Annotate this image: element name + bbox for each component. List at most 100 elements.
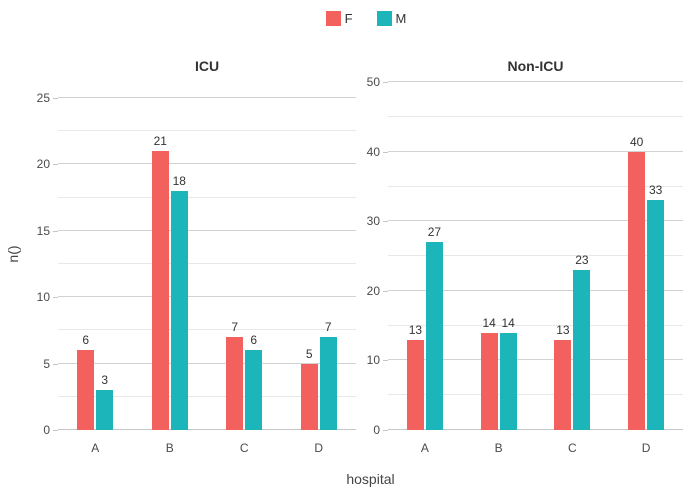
gridline-major (58, 163, 356, 165)
legend-item-f[interactable]: F (325, 11, 353, 26)
gridline-major (388, 289, 683, 291)
bar-value-label: 5 (305, 346, 313, 361)
bar-m-d (647, 200, 665, 430)
gridline-major (58, 362, 356, 364)
bar-value-label: 6 (82, 333, 90, 348)
y-tick-label: 15 (36, 223, 50, 238)
y-tick-label: 20 (366, 283, 380, 298)
x-tick-label: B (165, 441, 174, 455)
y-tick-label: 0 (373, 423, 380, 437)
gridline-minor (58, 196, 356, 198)
gridline-minor (388, 115, 683, 117)
x-tick-label: B (494, 441, 503, 455)
y-tick-mark (53, 164, 58, 166)
facet-title-non-icu: Non-ICU (507, 58, 564, 74)
bar-f-d (300, 363, 318, 430)
y-tick-label: 20 (36, 157, 50, 172)
bar-value-label: 3 (101, 373, 109, 388)
x-axis-line (388, 429, 683, 430)
gridline-minor (388, 185, 683, 187)
bar-value-label: 14 (482, 315, 496, 330)
legend-label-m: M (395, 11, 407, 26)
x-tick-label: A (91, 441, 100, 455)
bar-f-a (77, 350, 95, 430)
bar-value-label: 27 (427, 225, 442, 240)
y-tick-mark (53, 97, 58, 99)
bar-f-b (151, 151, 169, 430)
x-tick-label: D (314, 441, 324, 455)
plot-panel-non-icu: 13 27 14 14 13 23 40 33 (388, 78, 683, 430)
y-tick-label: 5 (43, 356, 50, 371)
bar-f-a (406, 339, 424, 430)
bar-value-label: 23 (575, 253, 589, 267)
gridline-minor (58, 130, 356, 132)
bar-value-label: 13 (556, 322, 570, 337)
y-tick-mark (383, 360, 388, 362)
gridline-major (388, 81, 683, 83)
x-axis-title: hospital (346, 471, 395, 487)
legend: F M (0, 11, 700, 26)
y-tick-label: 25 (36, 90, 50, 105)
bar-m-a (425, 242, 443, 430)
y-tick-mark (383, 290, 388, 292)
y-tick-mark (53, 430, 58, 431)
y-axis-title: n() (5, 245, 21, 263)
gridline-major (388, 220, 683, 222)
y-tick-mark (383, 430, 388, 431)
bar-f-c (226, 337, 244, 430)
bar-m-b (499, 332, 517, 430)
gridline-minor (58, 329, 356, 331)
y-tick-mark (383, 151, 388, 153)
bar-m-c (245, 350, 263, 430)
bar-m-b (170, 190, 188, 430)
x-tick-label: C (239, 441, 249, 455)
x-tick-label: A (420, 441, 429, 455)
legend-swatch-f-icon (325, 11, 341, 26)
y-tick-mark (53, 363, 58, 365)
bar-m-c (573, 270, 591, 430)
y-tick-label: 0 (43, 423, 50, 437)
gridline-minor (388, 394, 683, 396)
bar-value-label: 6 (250, 333, 258, 348)
bar-m-a (96, 390, 114, 430)
gridline-major (58, 96, 356, 98)
gridline-major (58, 296, 356, 298)
gridline-minor (58, 395, 356, 397)
x-tick-label: D (641, 441, 651, 455)
legend-swatch-m-icon (376, 11, 392, 26)
y-tick-label: 40 (366, 144, 380, 159)
y-tick-mark (53, 230, 58, 232)
bar-value-label: 21 (153, 134, 167, 149)
gridline-major (388, 359, 683, 361)
gridline-minor (58, 262, 356, 264)
bar-value-label: 7 (324, 320, 332, 335)
bar-f-c (554, 339, 572, 430)
plot-panel-icu: 6 3 21 18 7 6 5 7 (58, 78, 356, 430)
bar-f-d (628, 151, 646, 430)
y-tick-label: 10 (366, 353, 380, 368)
x-tick-label: C (568, 441, 577, 455)
bar-value-label: 40 (629, 134, 644, 149)
bar-value-label: 13 (408, 322, 423, 337)
y-tick-mark (383, 221, 388, 223)
y-tick-label: 50 (366, 75, 380, 90)
y-tick-mark (383, 82, 388, 84)
facet-title-icu: ICU (194, 58, 220, 74)
bar-value-label: 14 (501, 315, 515, 330)
x-axis-line (58, 429, 356, 430)
gridline-minor (388, 255, 683, 257)
gridline-minor (388, 324, 683, 326)
y-tick-label: 30 (366, 214, 380, 229)
bar-value-label: 7 (231, 320, 239, 335)
bar-value-label: 18 (172, 173, 186, 188)
legend-item-m[interactable]: M (376, 11, 407, 26)
bar-m-d (319, 337, 337, 430)
bar-value-label: 33 (648, 183, 663, 198)
gridline-major (58, 229, 356, 231)
gridline-major (388, 150, 683, 152)
y-tick-label: 10 (36, 290, 50, 305)
y-tick-mark (53, 297, 58, 299)
legend-label-f: F (344, 11, 353, 26)
bar-f-b (480, 332, 498, 430)
